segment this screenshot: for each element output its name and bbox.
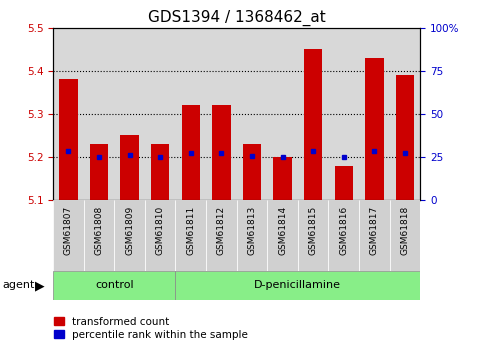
Text: GSM61810: GSM61810 bbox=[156, 206, 165, 255]
Text: GSM61809: GSM61809 bbox=[125, 206, 134, 255]
Text: GSM61817: GSM61817 bbox=[370, 206, 379, 255]
FancyBboxPatch shape bbox=[267, 200, 298, 271]
Text: GSM61812: GSM61812 bbox=[217, 206, 226, 255]
FancyBboxPatch shape bbox=[145, 200, 175, 271]
Bar bbox=[304, 49, 322, 200]
Bar bbox=[396, 75, 414, 200]
Bar bbox=[273, 157, 292, 200]
Bar bbox=[59, 79, 78, 200]
FancyBboxPatch shape bbox=[114, 200, 145, 271]
Bar bbox=[182, 105, 200, 200]
FancyBboxPatch shape bbox=[206, 200, 237, 271]
Text: GSM61811: GSM61811 bbox=[186, 206, 195, 255]
Text: GSM61815: GSM61815 bbox=[309, 206, 318, 255]
Bar bbox=[365, 58, 384, 200]
Bar bbox=[120, 135, 139, 200]
Text: GSM61814: GSM61814 bbox=[278, 206, 287, 255]
FancyBboxPatch shape bbox=[84, 200, 114, 271]
Text: ▶: ▶ bbox=[35, 279, 44, 292]
Bar bbox=[212, 105, 230, 200]
Text: GSM61807: GSM61807 bbox=[64, 206, 73, 255]
Bar bbox=[151, 144, 170, 200]
FancyBboxPatch shape bbox=[237, 200, 267, 271]
Bar bbox=[243, 144, 261, 200]
Bar bbox=[90, 144, 108, 200]
Bar bbox=[335, 166, 353, 200]
Legend: transformed count, percentile rank within the sample: transformed count, percentile rank withi… bbox=[54, 317, 248, 340]
Text: GSM61813: GSM61813 bbox=[247, 206, 256, 255]
Text: agent: agent bbox=[2, 280, 35, 290]
FancyBboxPatch shape bbox=[175, 200, 206, 271]
FancyBboxPatch shape bbox=[359, 200, 390, 271]
Title: GDS1394 / 1368462_at: GDS1394 / 1368462_at bbox=[148, 10, 326, 26]
FancyBboxPatch shape bbox=[175, 271, 420, 300]
Text: D-penicillamine: D-penicillamine bbox=[255, 280, 341, 290]
FancyBboxPatch shape bbox=[298, 200, 328, 271]
FancyBboxPatch shape bbox=[53, 271, 175, 300]
Text: GSM61816: GSM61816 bbox=[339, 206, 348, 255]
FancyBboxPatch shape bbox=[53, 200, 84, 271]
Text: GSM61808: GSM61808 bbox=[95, 206, 103, 255]
FancyBboxPatch shape bbox=[328, 200, 359, 271]
Text: GSM61818: GSM61818 bbox=[400, 206, 410, 255]
Text: control: control bbox=[95, 280, 134, 290]
FancyBboxPatch shape bbox=[390, 200, 420, 271]
